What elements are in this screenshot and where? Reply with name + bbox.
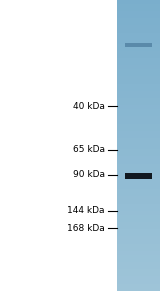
Bar <box>117 50 160 55</box>
Bar <box>117 207 160 211</box>
Bar <box>117 65 160 69</box>
Bar <box>117 10 160 15</box>
Bar <box>117 287 160 291</box>
Bar <box>117 40 160 44</box>
Bar <box>117 200 160 204</box>
Bar <box>117 0 160 3</box>
Bar <box>117 210 160 215</box>
Bar <box>117 148 160 153</box>
Text: 144 kDa: 144 kDa <box>67 207 105 215</box>
Text: 65 kDa: 65 kDa <box>73 146 105 154</box>
Bar <box>117 36 160 40</box>
Bar <box>117 69 160 73</box>
Bar <box>117 87 160 91</box>
Bar <box>117 134 160 138</box>
Bar <box>117 90 160 95</box>
Bar <box>117 239 160 244</box>
Bar <box>117 261 160 265</box>
Bar <box>117 3 160 7</box>
Bar <box>117 98 160 102</box>
Bar <box>117 167 160 171</box>
Bar <box>117 279 160 284</box>
Bar <box>117 54 160 58</box>
Text: 168 kDa: 168 kDa <box>67 224 105 233</box>
Bar <box>117 174 160 178</box>
Bar <box>117 123 160 127</box>
Bar <box>117 258 160 262</box>
Bar <box>117 145 160 149</box>
Bar <box>117 61 160 65</box>
Bar <box>117 25 160 29</box>
Bar <box>117 127 160 131</box>
Bar <box>117 21 160 26</box>
Bar <box>117 83 160 87</box>
Bar <box>117 7 160 11</box>
Bar <box>117 178 160 182</box>
Bar <box>117 225 160 229</box>
Bar <box>117 203 160 207</box>
Bar <box>117 105 160 109</box>
Bar <box>117 17 160 22</box>
Bar <box>117 254 160 258</box>
Bar <box>117 276 160 280</box>
Bar <box>117 272 160 276</box>
Bar <box>117 189 160 193</box>
Bar <box>117 116 160 120</box>
Bar <box>117 218 160 222</box>
Bar <box>117 130 160 134</box>
Text: 40 kDa: 40 kDa <box>73 102 105 111</box>
Bar <box>117 101 160 106</box>
Bar <box>117 43 160 47</box>
Bar <box>117 109 160 113</box>
Bar <box>117 72 160 76</box>
Bar <box>117 185 160 189</box>
Bar <box>117 76 160 80</box>
Bar <box>117 156 160 160</box>
Bar <box>117 14 160 18</box>
Bar <box>117 250 160 255</box>
Bar <box>117 32 160 36</box>
Bar <box>117 170 160 175</box>
Bar <box>117 138 160 142</box>
Bar <box>117 236 160 240</box>
Bar <box>117 120 160 124</box>
Bar <box>117 29 160 33</box>
Bar <box>117 141 160 146</box>
Bar <box>117 58 160 62</box>
Bar <box>117 265 160 269</box>
Bar <box>117 221 160 226</box>
Bar <box>117 192 160 196</box>
Bar <box>117 196 160 200</box>
Bar <box>117 181 160 186</box>
Bar <box>117 163 160 167</box>
Bar <box>117 112 160 116</box>
Text: 90 kDa: 90 kDa <box>73 170 105 179</box>
Bar <box>117 232 160 236</box>
Bar <box>117 152 160 157</box>
Bar <box>117 243 160 247</box>
Bar <box>117 283 160 288</box>
Bar <box>117 229 160 233</box>
Bar <box>125 43 152 47</box>
Bar <box>125 173 152 179</box>
Bar <box>117 247 160 251</box>
Bar <box>117 79 160 84</box>
Bar <box>117 214 160 218</box>
Bar <box>117 159 160 164</box>
Bar <box>117 47 160 51</box>
Bar <box>117 269 160 273</box>
Bar <box>117 94 160 98</box>
